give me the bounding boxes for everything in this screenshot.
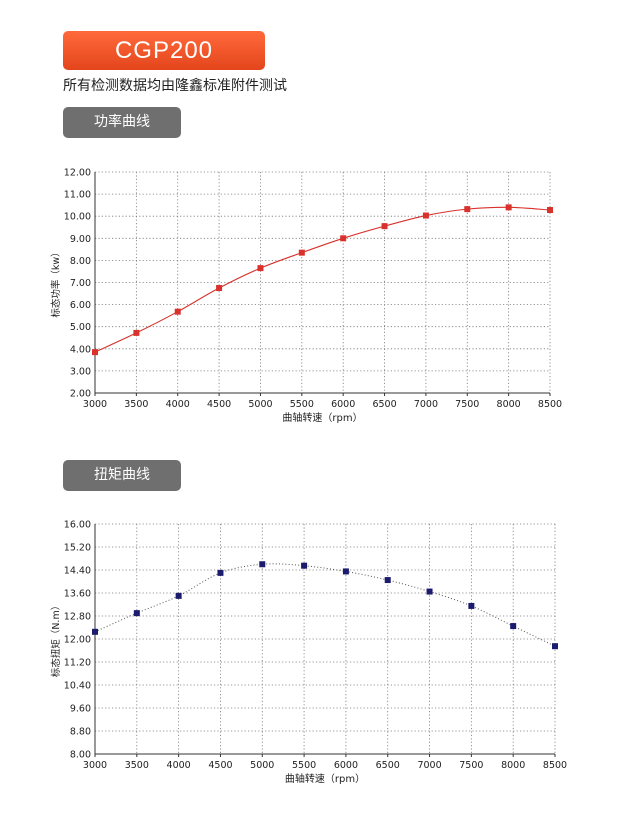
y-tick-label: 12.00 — [64, 635, 91, 646]
data-point — [259, 561, 266, 568]
x-axis-title: 曲轴转速（rpm） — [285, 772, 365, 785]
y-tick-label: 8.00 — [70, 256, 91, 267]
x-tick-label: 6000 — [334, 760, 358, 771]
data-point — [133, 329, 140, 336]
series-line — [94, 563, 556, 647]
series-line — [94, 206, 551, 353]
data-point — [468, 602, 475, 609]
data-point — [340, 235, 347, 242]
torque-curve-chart: 8.00 8.80 9.60 10.40 11.20 12.00 12.80 13.60 14.… — [50, 520, 567, 786]
y-tick-label: 2.00 — [70, 389, 91, 400]
x-tick-label: 5000 — [248, 399, 272, 410]
x-axis-title: 曲轴转速（rpm） — [282, 411, 362, 424]
x-tick-label: 6500 — [372, 399, 396, 410]
x-tick-label: 5000 — [250, 760, 274, 771]
test-note: 所有检测数据均由隆鑫标准附件测试 — [63, 78, 287, 94]
data-point — [257, 265, 264, 272]
data-point — [133, 610, 140, 617]
y-tick-label: 12.80 — [64, 612, 91, 623]
data-point — [174, 308, 181, 315]
x-tick-label: 3500 — [124, 399, 148, 410]
x-tick-label: 3500 — [125, 760, 149, 771]
y-tick-label: 9.00 — [70, 234, 91, 245]
data-point — [92, 349, 98, 356]
data-point — [547, 207, 553, 214]
y-tick-label: 5.00 — [70, 322, 91, 333]
x-tick-label: 7000 — [414, 399, 438, 410]
data-point — [92, 628, 98, 635]
y-tick-label: 13.60 — [64, 589, 91, 600]
y-axis-title: 标态扭矩（N.m） — [50, 601, 62, 677]
power-curve-chart: 2.00 3.00 4.00 5.00 6.00 7.00 8.00 9.00 10.00 11.… — [50, 168, 562, 425]
x-tick-label: 3000 — [83, 399, 107, 410]
data-point — [217, 569, 224, 576]
model-banner: CGP200 — [63, 31, 265, 70]
x-tick-label: 4000 — [167, 760, 191, 771]
x-tick-label: 8500 — [538, 399, 562, 410]
x-tick-label: 3000 — [83, 760, 107, 771]
y-tick-label: 10.40 — [64, 681, 91, 692]
x-tick-label: 7500 — [455, 399, 479, 410]
data-point — [381, 223, 388, 230]
x-tick-label: 8000 — [501, 760, 525, 771]
y-tick-label: 8.00 — [70, 750, 91, 761]
y-tick-label: 3.00 — [70, 366, 91, 377]
data-point — [552, 643, 558, 650]
y-tick-label: 11.20 — [64, 658, 91, 669]
tab-power-curve[interactable]: 功率曲线 — [63, 107, 181, 138]
data-point — [505, 204, 512, 211]
data-point — [422, 212, 429, 219]
y-tick-label: 16.00 — [64, 520, 91, 531]
data-point — [301, 562, 308, 569]
y-tick-label: 4.00 — [70, 344, 91, 355]
x-tick-label: 5500 — [290, 399, 314, 410]
y-tick-label: 12.00 — [64, 168, 91, 179]
y-tick-label: 14.40 — [64, 566, 91, 577]
data-point — [384, 577, 391, 584]
x-tick-label: 8500 — [543, 760, 567, 771]
data-point — [510, 623, 517, 630]
y-tick-label: 6.00 — [70, 300, 91, 311]
y-tick-label: 9.60 — [70, 704, 91, 715]
x-tick-label: 7500 — [459, 760, 483, 771]
data-point — [426, 588, 433, 595]
data-point — [464, 206, 471, 213]
y-tick-label: 8.80 — [70, 727, 91, 738]
x-tick-label: 4500 — [208, 760, 232, 771]
y-tick-label: 10.00 — [64, 212, 91, 223]
data-point — [298, 249, 305, 256]
y-tick-label: 15.20 — [64, 543, 91, 554]
x-tick-label: 5500 — [292, 760, 316, 771]
y-axis-title: 标态功率（kw） — [50, 247, 62, 317]
data-point — [342, 568, 349, 575]
x-tick-label: 4000 — [166, 399, 190, 410]
x-tick-label: 6000 — [331, 399, 355, 410]
y-tick-label: 11.00 — [64, 190, 91, 201]
x-tick-label: 6500 — [376, 760, 400, 771]
x-tick-label: 8000 — [497, 399, 521, 410]
x-tick-label: 4500 — [207, 399, 231, 410]
data-point — [175, 592, 182, 599]
y-tick-label: 7.00 — [70, 278, 91, 289]
data-point — [216, 285, 223, 292]
tab-torque-curve[interactable]: 扭矩曲线 — [63, 460, 181, 491]
x-tick-label: 7000 — [417, 760, 441, 771]
